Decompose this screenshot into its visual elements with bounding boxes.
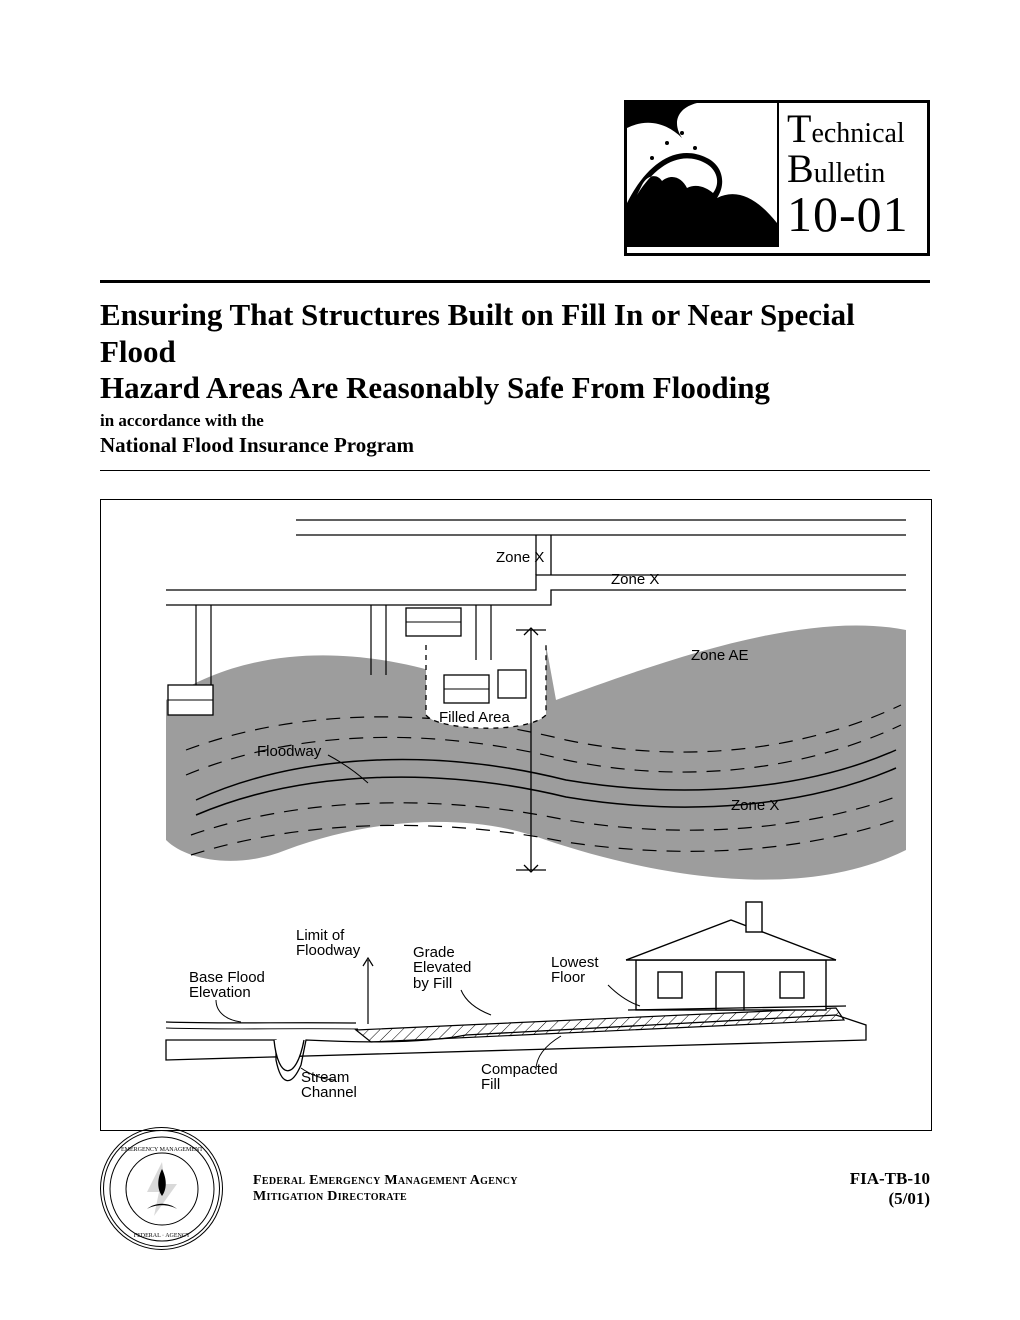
agency-name: Federal Emergency Management Agency — [253, 1173, 850, 1189]
label-limit-floodway: Limit ofFloodway — [296, 928, 360, 960]
label-compacted-fill: CompactedFill — [481, 1062, 558, 1094]
label-floodway: Floodway — [257, 744, 321, 760]
wave-icon — [627, 103, 779, 247]
label-zone-x-a: Zone X — [496, 550, 544, 566]
directorate-name: Mitigation Directorate — [253, 1189, 850, 1205]
footer-doc-id: FIA-TB-10 (5/01) — [850, 1169, 930, 1209]
label-zone-x-b: Zone X — [611, 572, 659, 588]
footer-agency: Federal Emergency Management Agency Miti… — [253, 1173, 850, 1205]
main-title: Ensuring That Structures Built on Fill I… — [100, 297, 930, 407]
bulletin-logo-text: Technical Bulletin 10-01 — [779, 103, 927, 253]
bulletin-logo-box: Technical Bulletin 10-01 — [624, 100, 930, 256]
title-block: Ensuring That Structures Built on Fill I… — [100, 280, 930, 471]
accordance-line: in accordance with the — [100, 411, 930, 431]
fema-seal-icon: EMERGENCY MANAGEMENT FEDERAL · AGENCY — [100, 1127, 223, 1250]
label-zone-ae: Zone AE — [691, 648, 749, 664]
logo-bulletin: Bulletin — [787, 149, 919, 189]
program-line: National Flood Insurance Program — [100, 433, 930, 458]
logo-technical: Technical — [787, 109, 919, 149]
title-line1: Ensuring That Structures Built on Fill I… — [100, 297, 855, 369]
doc-id: FIA-TB-10 — [850, 1169, 930, 1189]
title-line2: Hazard Areas Are Reasonably Safe From Fl… — [100, 370, 770, 405]
label-filled-area: Filled Area — [439, 710, 510, 726]
svg-text:EMERGENCY MANAGEMENT: EMERGENCY MANAGEMENT — [121, 1147, 203, 1153]
logo-number: 10-01 — [787, 189, 919, 239]
label-lowest-floor: LowestFloor — [551, 955, 599, 987]
label-stream-channel: StreamChannel — [301, 1070, 357, 1102]
rule-top — [100, 280, 930, 283]
footer: EMERGENCY MANAGEMENT FEDERAL · AGENCY Fe… — [100, 1127, 930, 1250]
diagram-svg — [101, 500, 931, 1130]
label-base-flood: Base FloodElevation — [189, 970, 265, 1002]
rule-bottom — [100, 470, 930, 471]
svg-text:FEDERAL · AGENCY: FEDERAL · AGENCY — [133, 1233, 190, 1239]
flood-diagram: Zone X Zone X Zone AE Zone X Filled Area… — [100, 499, 932, 1131]
label-grade: GradeElevatedby Fill — [413, 945, 471, 992]
doc-date: (5/01) — [850, 1189, 930, 1209]
label-zone-x-c: Zone X — [731, 798, 779, 814]
